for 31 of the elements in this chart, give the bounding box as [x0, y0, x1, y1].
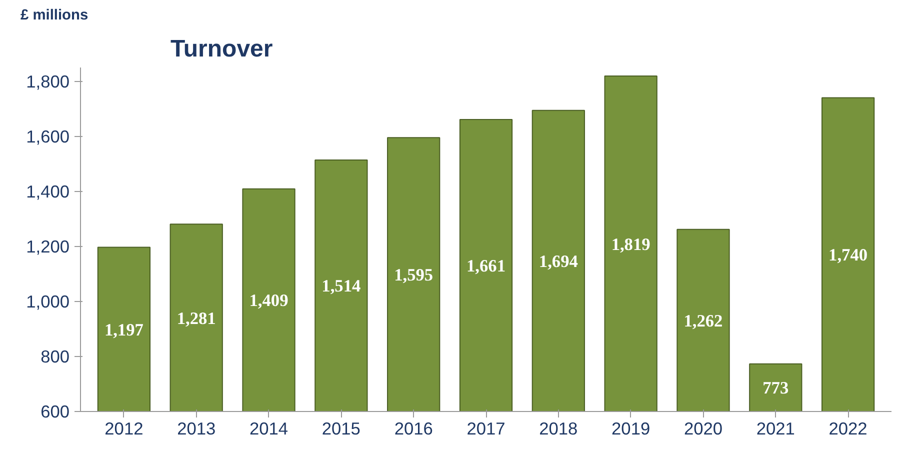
y-tick-label: 800 — [40, 346, 70, 366]
data-label: 1,694 — [538, 252, 578, 271]
x-tick-label: 2014 — [249, 418, 288, 438]
x-tick-label: 2020 — [684, 418, 723, 438]
data-label: 1,740 — [828, 246, 868, 265]
data-label: 1,661 — [466, 256, 506, 276]
data-label: 773 — [762, 378, 789, 398]
x-tick-label: 2013 — [177, 418, 216, 438]
data-label: 1,514 — [322, 276, 362, 296]
data-label: 1,281 — [176, 308, 216, 328]
data-label: 1,819 — [611, 234, 651, 254]
y-tick-label: 1,200 — [26, 236, 70, 256]
y-tick-label: 1,800 — [26, 71, 70, 92]
x-tick-label: 2012 — [104, 418, 144, 438]
data-label: 1,197 — [104, 320, 144, 340]
y-tick-label: 1,600 — [26, 126, 70, 146]
x-tick-label: 2018 — [539, 418, 578, 438]
data-label: 1,262 — [684, 311, 723, 330]
chart-title: Turnover — [170, 36, 273, 62]
y-tick-label: 600 — [40, 402, 70, 422]
x-tick-label: 2016 — [394, 418, 433, 438]
x-tick-label: 2015 — [322, 418, 360, 438]
y-tick-label: 1,000 — [26, 291, 70, 312]
x-tick-label: 2022 — [828, 418, 868, 438]
x-tick-label: 2021 — [756, 418, 795, 438]
y-tick-label: 1,400 — [26, 181, 70, 202]
x-tick-label: 2017 — [466, 418, 506, 438]
x-tick-label: 2019 — [612, 418, 650, 438]
y-axis-title: £ millions — [20, 8, 88, 24]
data-label: 1,409 — [249, 291, 289, 310]
data-label: 1,595 — [394, 266, 434, 285]
